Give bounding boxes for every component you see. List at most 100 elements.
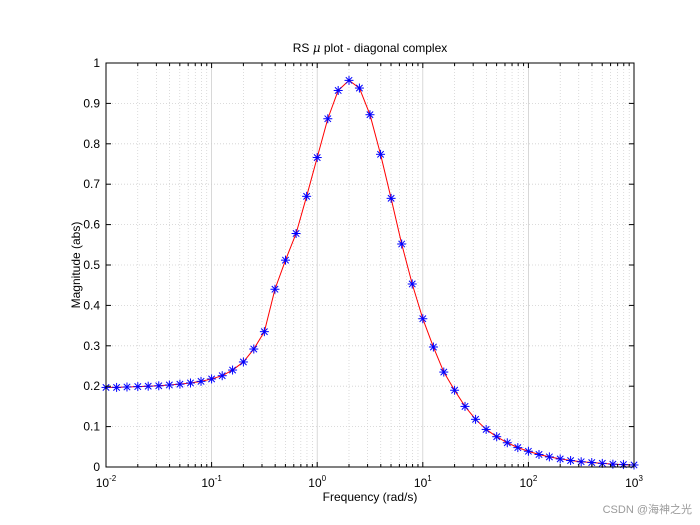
data-point-marker: [492, 432, 502, 442]
x-tick-label-exponent: 3: [638, 474, 643, 483]
marker-stroke: [598, 459, 606, 467]
data-point-marker: [238, 357, 248, 367]
marker-stroke: [345, 76, 353, 84]
x-tick-label: 102: [519, 474, 537, 490]
marker-stroke: [155, 382, 163, 390]
data-point-marker: [175, 379, 185, 389]
data-point-marker: [291, 228, 301, 238]
data-point-marker: [365, 110, 375, 120]
data-point-marker: [566, 456, 576, 466]
marker-stroke: [440, 368, 448, 376]
y-tick-label: 0.4: [83, 298, 100, 312]
y-tick-label: 0.2: [83, 379, 100, 393]
marker-stroke: [334, 86, 342, 95]
marker-stroke: [144, 382, 152, 390]
marker-stroke: [472, 415, 480, 423]
marker-stroke: [376, 150, 385, 158]
data-point-marker: [333, 85, 343, 95]
data-point-marker: [281, 255, 291, 265]
marker-stroke: [292, 229, 300, 238]
data-point-marker: [154, 381, 164, 391]
tick-labels: 10-2 10-1 100 101 102 10300.10.20.30.40.50.60…: [83, 56, 643, 490]
data-point-marker: [481, 424, 491, 434]
marker-stroke: [355, 84, 363, 92]
x-tick-label-base: 10: [625, 476, 639, 490]
data-point-marker: [555, 454, 565, 464]
data-point-marker: [450, 385, 460, 395]
data-point-marker: [544, 452, 554, 462]
x-tick-label-exponent: -1: [215, 474, 223, 483]
marker-stroke: [419, 315, 427, 323]
marker-stroke: [165, 381, 173, 389]
marker-stroke: [398, 240, 406, 248]
x-tick-label-base: 10: [519, 476, 533, 490]
marker-stroke: [229, 366, 237, 374]
x-tick-label: 101: [414, 474, 432, 490]
data-point-marker: [270, 284, 280, 294]
data-point-marker: [143, 381, 153, 391]
x-tick-label-exponent: 2: [533, 474, 538, 483]
marker-stroke: [208, 375, 216, 383]
marker-stroke: [271, 285, 279, 293]
data-point-marker: [502, 438, 512, 448]
marker-stroke: [577, 458, 585, 466]
marker-stroke: [535, 450, 543, 459]
x-tick-label-base: 10: [308, 476, 322, 490]
marker-stroke: [366, 111, 374, 119]
marker-stroke: [567, 456, 575, 465]
marker-stroke: [324, 115, 332, 123]
x-tick-label: 10-1: [201, 474, 222, 490]
data-point-marker: [323, 114, 333, 124]
data-point-marker: [386, 193, 396, 203]
plot-curves: [101, 75, 639, 470]
chart-title: RS μ plot - diagonal complex: [293, 41, 448, 55]
x-tick-label-exponent: -2: [109, 474, 117, 483]
x-tick-label-base: 10: [96, 476, 110, 490]
data-point-marker: [185, 378, 195, 388]
y-tick-label: 1: [93, 56, 100, 70]
data-point-marker: [259, 327, 269, 337]
marker-stroke: [186, 379, 195, 387]
marker-stroke: [134, 383, 142, 391]
x-axis-label: Frequency (rad/s): [323, 490, 418, 504]
data-point-marker: [439, 367, 449, 377]
data-point-marker: [217, 371, 227, 381]
y-tick-label: 0.1: [83, 420, 100, 434]
watermark: CSDN @海神之光: [602, 504, 692, 516]
axis-ticks: [105, 62, 635, 468]
data-point-marker: [133, 382, 143, 392]
x-tick-label: 10-2: [96, 474, 117, 490]
marker-stroke: [313, 153, 321, 162]
y-tick-label: 0.3: [83, 339, 100, 353]
y-tick-label: 0: [93, 460, 100, 474]
marker-stroke: [514, 444, 522, 452]
marker-stroke: [250, 345, 258, 353]
data-point-marker: [354, 83, 364, 93]
marker-stroke: [588, 459, 596, 467]
marker-stroke: [429, 343, 437, 351]
data-point-marker: [397, 239, 407, 249]
marker-stroke: [239, 358, 247, 366]
marker-stroke: [524, 447, 532, 455]
marker-stroke: [176, 380, 184, 388]
data-point-marker: [196, 376, 206, 386]
y-tick-label: 0.8: [83, 137, 100, 151]
marker-stroke: [503, 439, 511, 447]
y-tick-label: 0.7: [83, 177, 100, 191]
x-tick-label-base: 10: [201, 476, 215, 490]
marker-stroke: [197, 377, 205, 385]
x-tick-label-exponent: 1: [427, 474, 432, 483]
data-point-marker: [576, 457, 586, 467]
data-point-marker: [460, 401, 470, 411]
data-point-marker: [534, 449, 544, 459]
marker-stroke: [408, 280, 416, 288]
marker-stroke: [281, 256, 290, 264]
data-point-marker: [523, 446, 533, 456]
y-tick-label: 0.6: [83, 218, 100, 232]
marker-stroke: [451, 386, 459, 394]
marker-stroke: [545, 453, 553, 461]
marker-stroke: [113, 383, 121, 391]
marker-stroke: [493, 433, 501, 441]
marker-stroke: [260, 328, 268, 336]
